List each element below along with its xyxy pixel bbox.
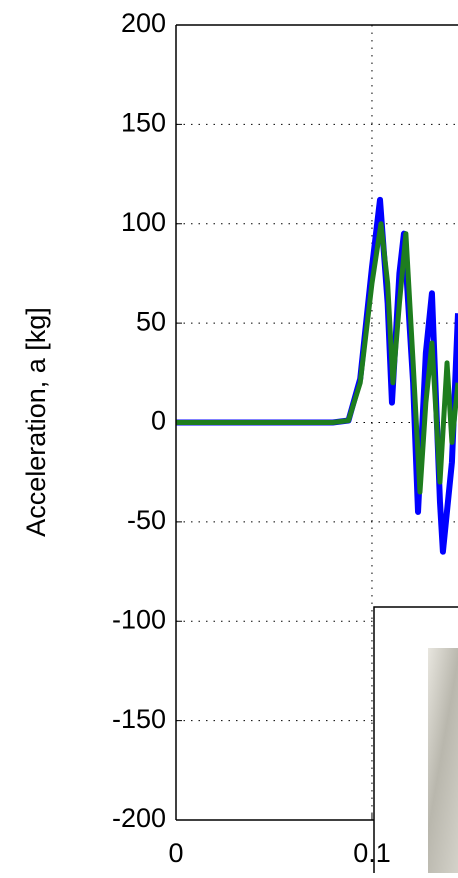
y-tick-label: 200 (121, 8, 166, 38)
chart: Acceleration, a [kg] -200 -150 -100 -50 0 50 1… (0, 0, 458, 873)
plot-area (176, 200, 458, 552)
y-tick-label: 0 (151, 406, 166, 436)
data-line (176, 224, 458, 492)
x-tick-label: 0.1 (353, 838, 391, 868)
y-tick-label: -100 (112, 604, 166, 634)
y-tick-label: -200 (112, 803, 166, 833)
y-tick-label: -50 (127, 505, 166, 535)
y-tick-label: 150 (121, 108, 166, 138)
x-tick-label: 0 (168, 838, 183, 868)
y-axis-label: Acceleration, a [kg] (21, 307, 51, 537)
y-tick-label: -150 (112, 704, 166, 734)
y-tick-label: 50 (136, 306, 166, 336)
y-tick-label: 100 (121, 207, 166, 237)
inset-photo (428, 648, 458, 873)
page: {"chart_data": {"type": "line", "ylabel"… (0, 0, 458, 873)
